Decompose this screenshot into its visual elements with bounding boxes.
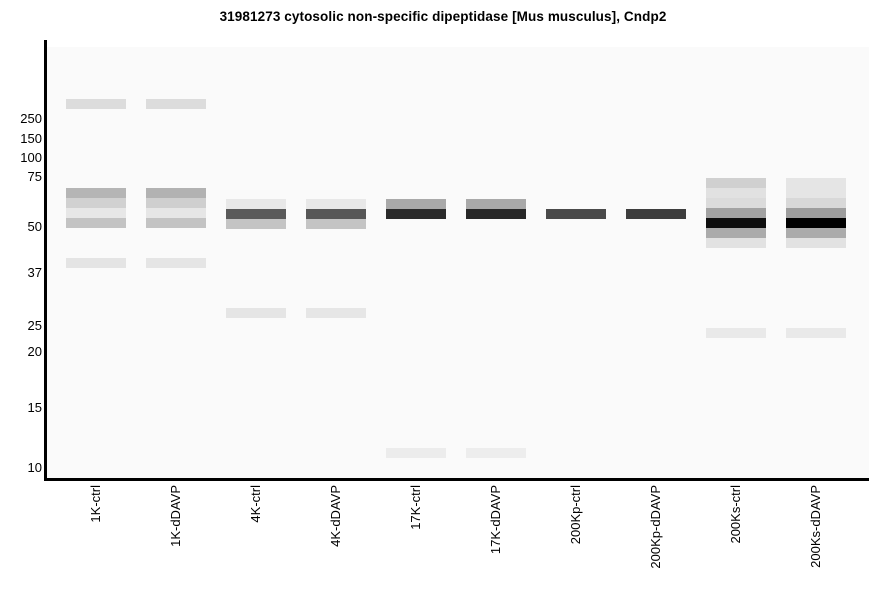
y-tick-label: 20 <box>27 344 42 359</box>
gel-band <box>306 308 366 318</box>
gel-band <box>66 99 126 109</box>
gel-band <box>146 218 206 228</box>
gel-band <box>466 199 526 209</box>
gel-band <box>226 209 286 219</box>
gel-band <box>306 209 366 219</box>
y-tick-label: 100 <box>20 150 42 165</box>
gel-band <box>226 219 286 229</box>
lane-label: 1K-ctrl <box>88 485 103 523</box>
y-tick-label: 150 <box>20 131 42 146</box>
y-axis-line <box>44 40 47 481</box>
gel-band <box>706 188 766 198</box>
lane-label: 200Ks-ctrl <box>728 485 743 544</box>
gel-band <box>66 258 126 268</box>
gel-band <box>706 228 766 238</box>
gel-band <box>706 238 766 248</box>
x-axis-line <box>44 478 869 481</box>
gel-band <box>706 218 766 228</box>
gel-band <box>706 178 766 188</box>
y-tick-label: 25 <box>27 318 42 333</box>
gel-band <box>306 219 366 229</box>
gel-band <box>146 198 206 208</box>
gel-band <box>786 178 846 188</box>
lane-label: 200Kp-dDAVP <box>648 485 663 569</box>
gel-band <box>386 209 446 219</box>
gel-band <box>226 308 286 318</box>
gel-band <box>226 199 286 209</box>
y-tick-label: 75 <box>27 169 42 184</box>
lane-label: 200Kp-ctrl <box>568 485 583 545</box>
gel-band <box>786 328 846 338</box>
gel-band <box>546 209 606 219</box>
gel-band <box>146 208 206 218</box>
gel-band <box>706 198 766 208</box>
gel-band <box>146 188 206 198</box>
gel-band <box>466 209 526 219</box>
figure-title: 31981273 cytosolic non-specific dipeptid… <box>219 9 667 24</box>
y-tick-label: 10 <box>27 460 42 475</box>
y-tick-label: 37 <box>27 265 42 280</box>
y-tick-label: 15 <box>27 400 42 415</box>
gel-band <box>786 208 846 218</box>
gel-band <box>306 199 366 209</box>
gel-band <box>786 198 846 208</box>
lane-label: 4K-dDAVP <box>328 485 343 547</box>
gel-band <box>386 448 446 458</box>
gel-band <box>386 199 446 209</box>
gel-band <box>466 448 526 458</box>
gel-band <box>786 188 846 198</box>
lane-label: 4K-ctrl <box>248 485 263 523</box>
gel-band <box>786 228 846 238</box>
y-tick-label: 250 <box>20 111 42 126</box>
lane-label: 17K-dDAVP <box>488 485 503 555</box>
lane-label: 17K-ctrl <box>408 485 423 530</box>
gel-band <box>626 209 686 219</box>
lane-label: 1K-dDAVP <box>168 485 183 547</box>
gel-band <box>706 328 766 338</box>
lane-label: 200Ks-dDAVP <box>808 485 823 568</box>
gel-band <box>146 99 206 109</box>
gel-band <box>146 258 206 268</box>
gel-band <box>786 238 846 248</box>
gel-band <box>66 198 126 208</box>
gel-band <box>706 208 766 218</box>
gel-band <box>66 208 126 218</box>
gel-band <box>786 218 846 228</box>
gel-band <box>66 188 126 198</box>
y-tick-label: 50 <box>27 219 42 234</box>
gel-band <box>66 218 126 228</box>
